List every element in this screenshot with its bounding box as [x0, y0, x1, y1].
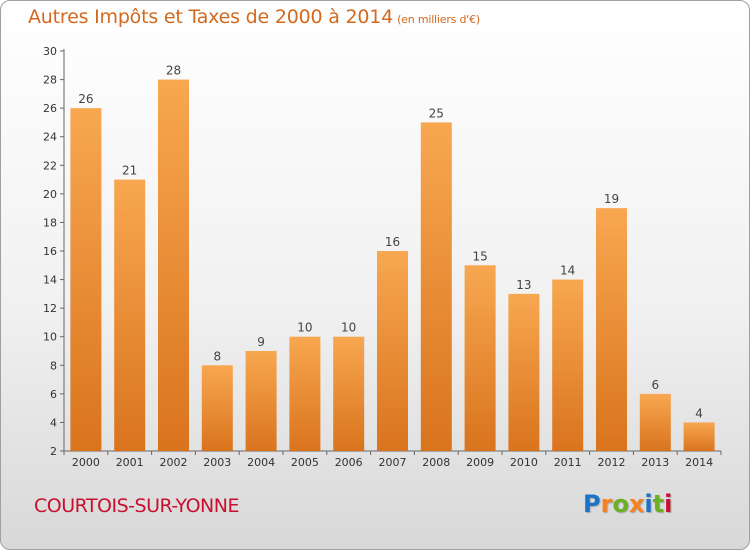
- y-tick-label: 24: [43, 131, 57, 144]
- x-tick-label: 2004: [247, 456, 275, 469]
- y-tick-label: 4: [50, 416, 57, 429]
- x-tick-label: 2011: [554, 456, 582, 469]
- data-label: 9: [257, 335, 265, 349]
- x-tick-label: 2013: [641, 456, 669, 469]
- data-label: 16: [385, 235, 400, 249]
- x-tick-label: 2007: [379, 456, 407, 469]
- y-tick-label: 16: [43, 245, 57, 258]
- bar: [508, 293, 540, 451]
- logo-letter: o: [612, 490, 629, 518]
- bars: 26 21 28 8 9 10 10 16 25 15 13 14 19 6 4: [70, 64, 715, 452]
- logo-letter: i: [664, 490, 673, 518]
- x-tick-label: 2012: [598, 456, 626, 469]
- x-axis: 2000 2001 2002 2003 2004 2005 2006 2007 2008 2009…: [63, 450, 722, 469]
- x-tick-label: 2001: [116, 456, 144, 469]
- chart-title-text: Autres Impôts et Taxes de 2000 à 2014: [28, 6, 394, 28]
- bar: [201, 365, 233, 451]
- bar: [289, 336, 321, 451]
- data-label: 25: [429, 106, 444, 120]
- bar: [245, 351, 277, 451]
- y-tick-label: 2: [50, 445, 57, 458]
- y-tick-label: 18: [43, 216, 57, 229]
- data-label: 4: [695, 406, 703, 420]
- commune-name: COURTOIS-SUR-YONNE: [34, 495, 239, 517]
- logo-letter: t: [652, 490, 665, 518]
- bar: [683, 422, 715, 451]
- data-label: 6: [651, 378, 659, 392]
- bar: [639, 393, 671, 451]
- data-label: 10: [297, 321, 312, 335]
- logo-letter: x: [628, 490, 645, 518]
- bar: [70, 108, 102, 452]
- unit-label: (en milliers d'€): [397, 13, 480, 26]
- bar: [552, 279, 584, 451]
- y-tick-label: 26: [43, 102, 57, 115]
- logo-letter: P: [583, 490, 601, 518]
- y-tick-label: 14: [43, 274, 57, 287]
- chart-title: Autres Impôts et Taxes de 2000 à 2014 (en…: [28, 6, 480, 28]
- bar: [464, 265, 496, 451]
- x-tick-label: 2008: [422, 456, 450, 469]
- y-tick-label: 22: [43, 159, 57, 172]
- x-tick-label: 2000: [72, 456, 100, 469]
- y-tick-label: 20: [43, 188, 57, 201]
- x-tick-label: 2002: [160, 456, 188, 469]
- y-tick-label: 10: [43, 331, 57, 344]
- logo-letter: r: [600, 490, 613, 518]
- x-tick-label: 2003: [203, 456, 231, 469]
- logo-letter: i: [644, 490, 653, 518]
- data-label: 15: [472, 249, 487, 263]
- x-tick-label: 2009: [466, 456, 494, 469]
- bar: [420, 122, 452, 451]
- data-label: 21: [122, 164, 137, 178]
- x-tick-label: 2014: [685, 456, 713, 469]
- data-label: 19: [604, 192, 619, 206]
- y-tick-label: 6: [50, 388, 57, 401]
- data-label: 10: [341, 321, 356, 335]
- bar: [377, 251, 408, 451]
- y-tick-label: 28: [43, 74, 57, 87]
- data-label: 26: [78, 92, 93, 106]
- data-label: 14: [560, 264, 575, 278]
- data-label: 8: [213, 349, 221, 363]
- bar: [158, 79, 189, 452]
- data-label: 13: [516, 278, 531, 292]
- bar: [596, 208, 627, 451]
- data-label: 28: [166, 64, 181, 78]
- x-tick-label: 2006: [335, 456, 363, 469]
- bar: [333, 336, 365, 451]
- x-tick-label: 2005: [291, 456, 319, 469]
- proxiti-logo: Proxiti: [583, 490, 672, 518]
- x-tick-label: 2010: [510, 456, 538, 469]
- y-tick-label: 30: [43, 45, 57, 58]
- y-tick-label: 8: [50, 359, 57, 372]
- bar: [114, 179, 146, 452]
- y-tick-label: 12: [43, 302, 57, 315]
